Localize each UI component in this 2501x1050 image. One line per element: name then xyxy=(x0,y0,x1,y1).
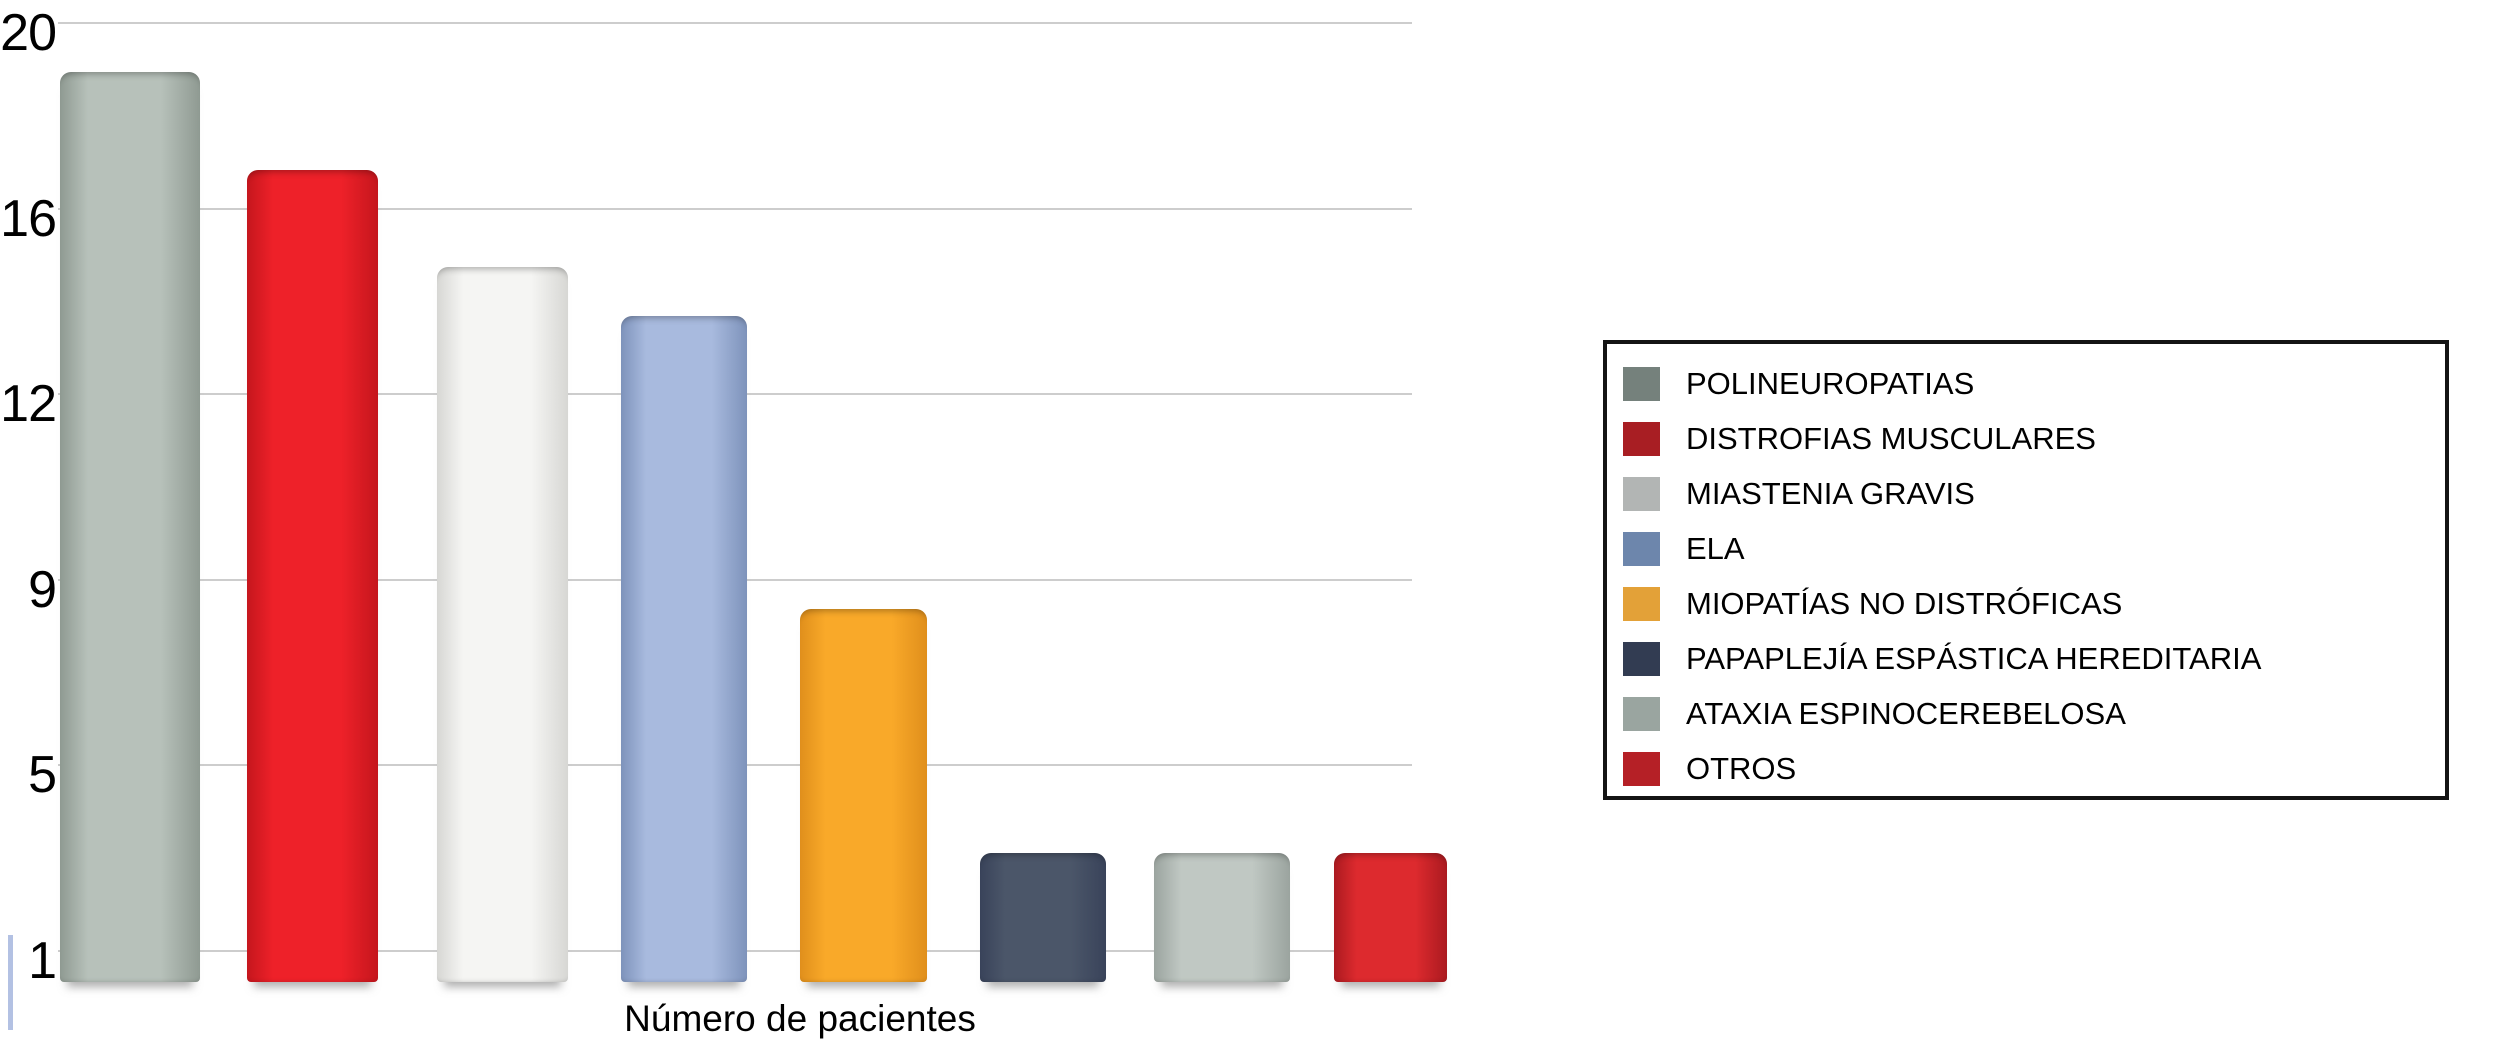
legend-row: ELA xyxy=(1623,521,2445,576)
legend-row: POLINEUROPATIAS xyxy=(1623,356,2445,411)
legend-color-swatch xyxy=(1623,751,1660,786)
legend-color-swatch xyxy=(1623,476,1660,511)
bar-chart-plot: 20 16 12 9 5 1 Número de pacientes xyxy=(0,4,1447,1039)
y-axis-tick-label: 1 xyxy=(28,932,57,990)
bar-3 xyxy=(437,267,568,982)
bar-2 xyxy=(247,169,378,982)
legend-color-swatch xyxy=(1623,531,1660,566)
legend-color-swatch xyxy=(1623,366,1660,401)
legend-label: MIOPATÍAS NO DISTRÓFICAS xyxy=(1686,586,2123,621)
legend-rows: POLINEUROPATIAS DISTROFIAS MUSCULARES MIAS… xyxy=(1623,356,2445,796)
legend-row: MIASTENIA GRAVIS xyxy=(1623,466,2445,521)
legend-row: ATAXIA ESPINOCEREBELOSA xyxy=(1623,686,2445,741)
bar-6 xyxy=(980,853,1106,982)
legend-label: ELA xyxy=(1686,531,1745,566)
legend-label: ATAXIA ESPINOCEREBELOSA xyxy=(1686,696,2126,731)
legend-row: MIOPATÍAS NO DISTRÓFICAS xyxy=(1623,576,2445,631)
gridline xyxy=(58,22,1412,24)
x-axis-title: Número de pacientes xyxy=(624,998,976,1039)
legend-label: PAPAPLEJÍA ESPÁSTICA HEREDITARIA xyxy=(1686,641,2262,676)
bar-1 xyxy=(60,71,200,982)
bar-7 xyxy=(1154,853,1290,982)
legend-row: PAPAPLEJÍA ESPÁSTICA HEREDITARIA xyxy=(1623,631,2445,686)
gridline xyxy=(58,207,1412,210)
y-axis-tick-label: 9 xyxy=(28,560,57,619)
y-axis-tick-label: 5 xyxy=(28,746,57,805)
legend-label: MIASTENIA GRAVIS xyxy=(1686,476,1975,511)
bar-4 xyxy=(621,316,747,982)
legend-label: OTROS xyxy=(1686,751,1797,786)
y-axis-tick-label: 16 xyxy=(0,189,57,248)
legend-color-swatch xyxy=(1623,641,1660,676)
legend-row: DISTROFIAS MUSCULARES xyxy=(1623,411,2445,466)
legend-label: POLINEUROPATIAS xyxy=(1686,366,1975,401)
y-axis-tick-label: 12 xyxy=(0,375,57,434)
bar-8 xyxy=(1334,853,1447,982)
legend-color-swatch xyxy=(1623,421,1660,456)
legend-color-swatch xyxy=(1623,696,1660,731)
legend-color-swatch xyxy=(1623,586,1660,621)
bar-5 xyxy=(800,609,927,982)
legend-row: OTROS xyxy=(1623,741,2445,796)
legend-label: DISTROFIAS MUSCULARES xyxy=(1686,421,2096,456)
y-axis-tick-label: 20 xyxy=(0,4,57,62)
axis-artifact-line xyxy=(8,935,13,1030)
legend-box: POLINEUROPATIAS DISTROFIAS MUSCULARES MIAS… xyxy=(1603,340,2449,800)
